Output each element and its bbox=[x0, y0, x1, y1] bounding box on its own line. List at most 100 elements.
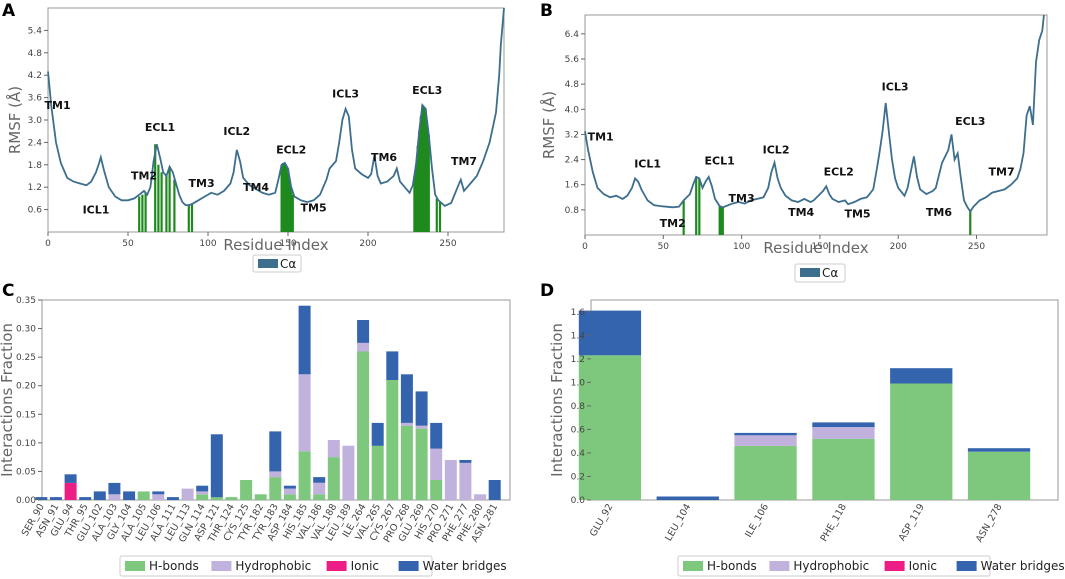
y-tick-label: 0.25 bbox=[16, 353, 36, 363]
bar-segment-h-bonds bbox=[890, 383, 953, 500]
bar-segment-h-bonds bbox=[137, 491, 150, 500]
segment-label: TM5 bbox=[844, 208, 870, 221]
segment-label: ICL1 bbox=[83, 203, 110, 216]
x-tick-label: 250 bbox=[439, 239, 456, 249]
bar-segment-water-bridges bbox=[415, 391, 428, 426]
bar-segment-water-bridges bbox=[386, 351, 399, 380]
bar-segment-water-bridges bbox=[890, 368, 953, 384]
segment-label: TM2 bbox=[660, 217, 686, 230]
segment-label: ECL2 bbox=[276, 144, 306, 157]
y-tick-label: 0.10 bbox=[16, 439, 36, 449]
bar-segment-h-bonds bbox=[298, 451, 311, 500]
y-axis-title: Interactions Fraction bbox=[0, 323, 16, 477]
legend: Cα bbox=[252, 254, 302, 273]
bar-segment-hydrophobic bbox=[298, 374, 311, 452]
x-tick-label: 0 bbox=[582, 242, 588, 252]
y-tick-label: 0.2 bbox=[571, 472, 585, 482]
rmsf-line bbox=[584, 14, 1045, 214]
bar-segment-h-bonds bbox=[357, 351, 370, 500]
segment-label: TM4 bbox=[788, 206, 814, 219]
y-tick-label: 3.6 bbox=[28, 94, 43, 104]
bar-segment-h-bonds bbox=[415, 428, 428, 500]
y-tick-label: 3.0 bbox=[28, 116, 43, 126]
bar-segment-hydrophobic bbox=[474, 494, 487, 500]
legend-swatch bbox=[769, 561, 790, 571]
bar-segment-water-bridges bbox=[123, 491, 136, 500]
x-axis-title: Residue Index bbox=[223, 236, 328, 254]
x-axis-title: Residue Index bbox=[763, 239, 868, 257]
bar-segment-water-bridges bbox=[967, 448, 1031, 452]
bar-segment-hydrophobic bbox=[415, 425, 428, 429]
bar-segment-water-bridges bbox=[656, 496, 719, 500]
rmsf-chart-b: B 0.8 1.6 2.4 3.2 4.0 4.8 5.6 6.4 0 50 100 150 200 2… bbox=[540, 1, 1048, 283]
x-tick-label: 50 bbox=[122, 239, 134, 249]
bar-segment-h-bonds bbox=[210, 497, 223, 500]
y-tick-label: 1.0 bbox=[571, 378, 586, 388]
y-tick-label: 0.8 bbox=[565, 206, 580, 216]
y-tick-label: 1.4 bbox=[571, 331, 586, 341]
interactions-chart-d: D 0.0 0.2 0.4 0.6 0.8 1.0 1.2 1.4 1.6 GLU_92 LEU_… bbox=[540, 282, 1065, 577]
segment-label: TM5 bbox=[301, 201, 327, 214]
bar-segment-h-bonds bbox=[283, 494, 296, 500]
x-tick-label: 150 bbox=[279, 239, 296, 249]
y-axis-title: Interactions Fraction bbox=[548, 323, 566, 477]
x-tick-label: LEU_104 bbox=[663, 502, 693, 543]
segment-label: TM7 bbox=[989, 165, 1015, 178]
segment-label: ECL3 bbox=[412, 84, 442, 97]
y-tick-label: 0.4 bbox=[571, 449, 586, 459]
bar-segment-h-bonds bbox=[967, 451, 1031, 500]
segment-label: ICL2 bbox=[763, 143, 790, 156]
bar-segment-h-bonds bbox=[313, 494, 326, 500]
x-tick-label: 250 bbox=[968, 242, 985, 252]
legend: H-bonds Hydrophobic Ionic Water bridges bbox=[119, 555, 507, 577]
legend-label: H-bonds bbox=[707, 559, 757, 573]
bar-segment-water-bridges bbox=[812, 422, 875, 428]
legend-swatch bbox=[884, 561, 905, 571]
x-tick-label: 200 bbox=[890, 242, 907, 252]
bar-segment-h-bonds bbox=[327, 457, 340, 500]
x-tick-label: ILE_106 bbox=[743, 502, 771, 540]
y-tick-label: 4.8 bbox=[565, 80, 580, 90]
segment-label: ECL2 bbox=[824, 165, 854, 178]
bar-segment-water-bridges bbox=[49, 497, 62, 500]
y-tick-label: 5.6 bbox=[565, 55, 580, 65]
bar-segment-water-bridges bbox=[269, 431, 282, 472]
bar-segment-water-bridges bbox=[313, 477, 326, 483]
legend-label: Ionic bbox=[909, 559, 937, 573]
bar-segment-water-bridges bbox=[298, 305, 311, 375]
bar-segment-hydrophobic bbox=[196, 491, 209, 495]
bar-segment-hydrophobic bbox=[181, 488, 194, 500]
bar-segment-h-bonds bbox=[578, 355, 642, 500]
rmsf-line bbox=[47, 7, 505, 207]
y-tick-label: 1.2 bbox=[571, 355, 585, 365]
bar-segment-h-bonds bbox=[734, 445, 797, 500]
segment-label: TM2 bbox=[131, 170, 157, 183]
segment-label: ICL3 bbox=[882, 80, 909, 93]
bar-segment-hydrophobic bbox=[313, 482, 326, 495]
y-tick-label: 6.4 bbox=[565, 30, 580, 40]
legend: Cα bbox=[794, 263, 846, 283]
legend-label: Hydrophobic bbox=[793, 559, 869, 573]
bar-segment-hydrophobic bbox=[357, 342, 370, 352]
y-tick-label: 0.0 bbox=[571, 496, 586, 506]
bar-segment-water-bridges bbox=[371, 422, 384, 446]
legend-label: Ionic bbox=[351, 559, 379, 573]
y-tick-label: 1.2 bbox=[28, 183, 42, 193]
legend-label: Water bridges bbox=[981, 559, 1065, 573]
bar-segment-h-bonds bbox=[400, 425, 413, 500]
y-tick-label: 0.35 bbox=[16, 296, 36, 306]
panel-letter-b: B bbox=[540, 1, 553, 21]
legend-swatch bbox=[125, 561, 145, 571]
bar-segment-water-bridges bbox=[283, 485, 296, 489]
panel-letter-d: D bbox=[540, 282, 554, 301]
bar-segment-ionic bbox=[64, 482, 77, 500]
y-tick-label: 1.6 bbox=[565, 181, 580, 191]
legend-swatch bbox=[211, 561, 232, 571]
bar-segment-water-bridges bbox=[108, 482, 121, 495]
bar-segment-h-bonds bbox=[371, 445, 384, 500]
y-tick-label: 4.2 bbox=[28, 71, 42, 81]
interactions-chart-c: C 0.000.050.100.150.200.250.300.35 SER_9… bbox=[0, 282, 511, 577]
bar-segment-hydrophobic bbox=[327, 440, 340, 458]
legend-label: Hydrophobic bbox=[235, 559, 311, 573]
y-tick-label: 4.8 bbox=[28, 49, 43, 59]
